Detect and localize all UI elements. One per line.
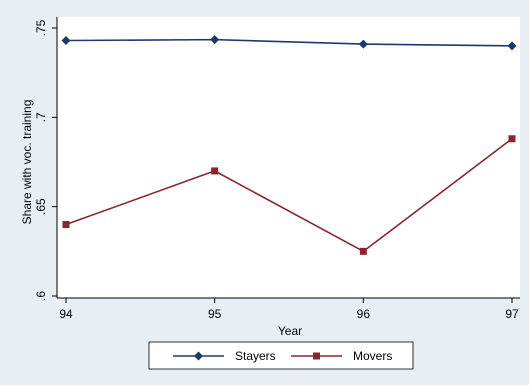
- data-point-movers: [211, 167, 219, 175]
- legend-items: Stayers Movers: [173, 349, 392, 363]
- x-tick-label: 95: [208, 307, 222, 321]
- plot-area: [57, 17, 520, 298]
- series-movers: [62, 135, 516, 255]
- series-line-stayers: [65, 38, 513, 47]
- y-tick-label: .65: [34, 198, 48, 215]
- axes: .6 .65 .7 .75 94 95 96 97: [34, 17, 520, 321]
- data-point-movers: [508, 135, 516, 143]
- data-point-stayers: [61, 36, 71, 46]
- x-tick-label: 96: [357, 307, 371, 321]
- legend-swatch-marker: [194, 351, 203, 361]
- series-line-movers: [65, 138, 513, 253]
- legend-swatch-marker: [313, 352, 320, 360]
- series-layer: [61, 35, 517, 255]
- data-point-stayers: [507, 41, 517, 51]
- data-point-movers: [62, 221, 70, 229]
- y-axis-label: Share with voc. training: [20, 100, 34, 225]
- legend-label: Movers: [353, 349, 392, 363]
- data-point-stayers: [210, 35, 220, 45]
- x-axis-label: Year: [278, 324, 302, 338]
- x-tick-label: 97: [505, 307, 519, 321]
- y-tick-label: .6: [34, 291, 48, 301]
- data-point-movers: [359, 247, 367, 255]
- legend: [148, 341, 414, 370]
- y-tick-label: .75: [34, 19, 48, 36]
- x-tick-label: 94: [59, 307, 73, 321]
- legend-item-stayers: Stayers: [173, 349, 276, 363]
- series-stayers: [61, 35, 517, 51]
- data-point-stayers: [358, 39, 368, 49]
- legend-item-movers: Movers: [291, 349, 392, 363]
- legend-label: Stayers: [235, 349, 276, 363]
- y-tick-label: .7: [34, 112, 48, 122]
